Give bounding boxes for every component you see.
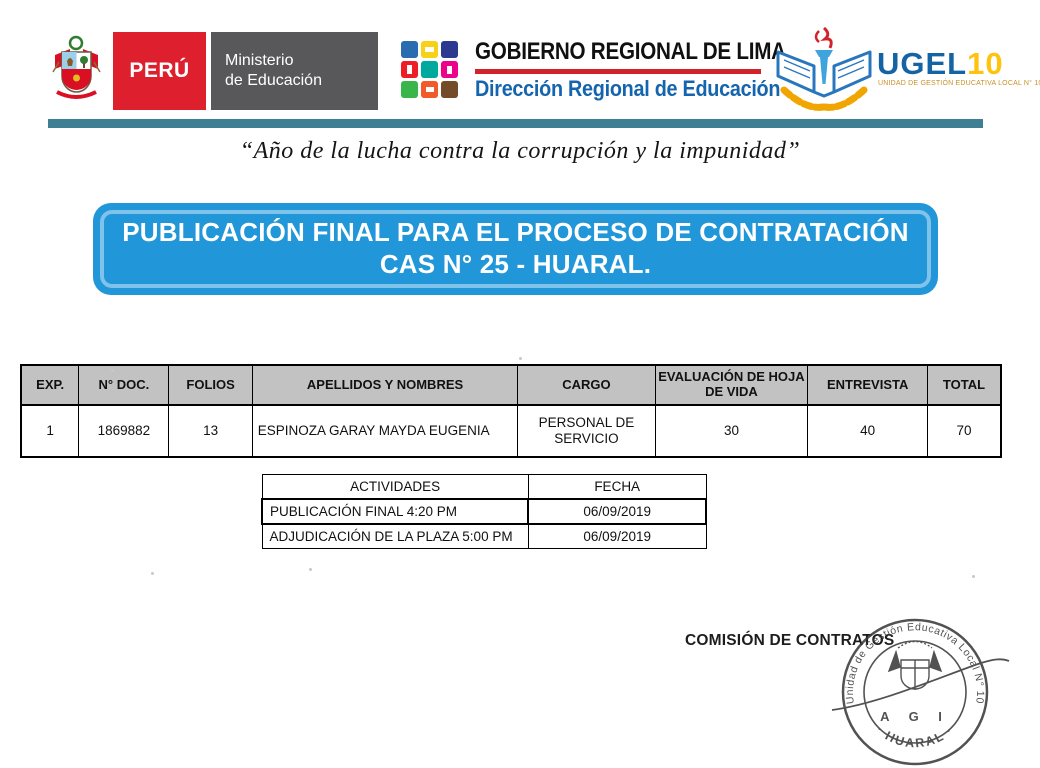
peru-coat-of-arms-icon (45, 32, 108, 110)
col-evaluacion: EVALUACIÓN DE HOJA DE VIDA (654, 364, 809, 406)
direccion-regional-subtitle: Dirección Regional de Educación (475, 76, 781, 101)
ugel-tagline: UNIDAD DE GESTIÓN EDUCATIVA LOCAL N° 10 … (878, 80, 1040, 87)
col-total: TOTAL (926, 364, 1002, 406)
ugel-name: UGEL (877, 46, 968, 81)
teal-divider-rule (48, 119, 983, 128)
peru-label: PERÚ (129, 59, 190, 82)
publication-banner-inner: PUBLICACIÓN FINAL PARA EL PROCESO DE CON… (100, 210, 931, 288)
peru-red-box: PERÚ (113, 32, 206, 110)
cell-fecha-1: 06/09/2019 (527, 498, 707, 525)
banner-title-line1: PUBLICACIÓN FINAL PARA EL PROCESO DE CON… (122, 217, 909, 248)
scan-speck (151, 572, 154, 575)
results-header-row: EXP. N° DOC. FOLIOS APELLIDOS Y NOMBRES … (20, 364, 1002, 406)
results-table: EXP. N° DOC. FOLIOS APELLIDOS Y NOMBRES … (20, 364, 1002, 458)
schedule-header-row: ACTIVIDADES FECHA (261, 474, 707, 500)
col-folios: FOLIOS (168, 364, 253, 406)
ugel10-logo: UGEL10 UNIDAD DE GESTIÓN EDUCATIVA LOCAL… (770, 26, 1040, 118)
ministry-line1: Ministerio (225, 52, 294, 69)
scan-speck (972, 575, 975, 578)
signature-stroke (831, 658, 1010, 711)
stamp-center-text: A G I (880, 709, 950, 724)
puzzle-icon (401, 41, 458, 98)
col-cargo: CARGO (517, 364, 656, 406)
ugel-round-stamp: Unidad de Gestión Educativa Local N° 10 … (831, 618, 1010, 766)
col-nombres: APELLIDOS Y NOMBRES (251, 364, 519, 406)
col-fecha: FECHA (527, 474, 707, 500)
cell-actividad-2: ADJUDICACIÓN DE LA PLAZA 5:00 PM (261, 523, 529, 549)
gobierno-regional-title: GOBIERNO REGIONAL DE LIMA (475, 38, 786, 65)
gobierno-regional-red-rule (475, 69, 761, 74)
book-torch-icon (776, 26, 872, 111)
scan-speck (111, 369, 114, 372)
stamp-coat-of-arms-sketch (887, 640, 943, 690)
stamp-ring-text-bottom: · HUARAL · (873, 723, 954, 751)
cell-cargo: PERSONAL DE SERVICIO (517, 404, 656, 458)
ministry-gray-box: Ministerio de Educación (211, 32, 378, 110)
schedule-table: ACTIVIDADES FECHA PUBLICACIÓN FINAL 4:20… (260, 474, 707, 549)
banner-title-line2: CAS N° 25 - HUARAL. (379, 249, 652, 279)
cell-nombres: ESPINOZA GARAY MAYDA EUGENIA (251, 404, 519, 458)
cell-doc: 1869882 (78, 404, 170, 458)
cell-total: 70 (926, 404, 1002, 458)
cell-entrevista: 40 (807, 404, 928, 458)
cell-exp: 1 (20, 404, 80, 458)
schedule-row-publicacion: PUBLICACIÓN FINAL 4:20 PM 06/09/2019 (260, 498, 707, 525)
gobierno-regional-logo: GOBIERNO REGIONAL DE LIMA Dirección Regi… (400, 38, 836, 102)
cell-actividad-1: PUBLICACIÓN FINAL 4:20 PM (260, 498, 530, 525)
cell-evaluacion: 30 (654, 404, 809, 458)
publication-banner: PUBLICACIÓN FINAL PARA EL PROCESO DE CON… (93, 203, 938, 295)
scan-speck (309, 568, 312, 571)
ugel-number: 10 (967, 46, 1004, 81)
svg-text:· HUARAL ·: · HUARAL · (873, 723, 956, 751)
col-exp: EXP. (20, 364, 80, 406)
col-actividades: ACTIVIDADES (261, 474, 529, 500)
ugel-wordmark: UGEL10 (877, 46, 1004, 82)
minedu-logo: PERÚ Ministerio de Educación (45, 32, 378, 110)
cell-fecha-2: 06/09/2019 (527, 523, 707, 549)
schedule-row-adjudicacion: ADJUDICACIÓN DE LA PLAZA 5:00 PM 06/09/2… (261, 523, 707, 549)
gobierno-regional-text: GOBIERNO REGIONAL DE LIMA Dirección Regi… (475, 38, 836, 102)
scan-speck (519, 357, 522, 360)
motto-quote: “Año de la lucha contra la corrupción y … (239, 138, 801, 164)
col-doc: N° DOC. (78, 364, 170, 406)
col-entrevista: ENTREVISTA (807, 364, 928, 406)
cell-folios: 13 (168, 404, 253, 458)
table-row: 1 1869882 13 ESPINOZA GARAY MAYDA EUGENI… (20, 404, 1002, 458)
commission-label: COMISIÓN DE CONTRATOS (685, 632, 895, 649)
ministry-line2: de Educación (225, 72, 322, 89)
